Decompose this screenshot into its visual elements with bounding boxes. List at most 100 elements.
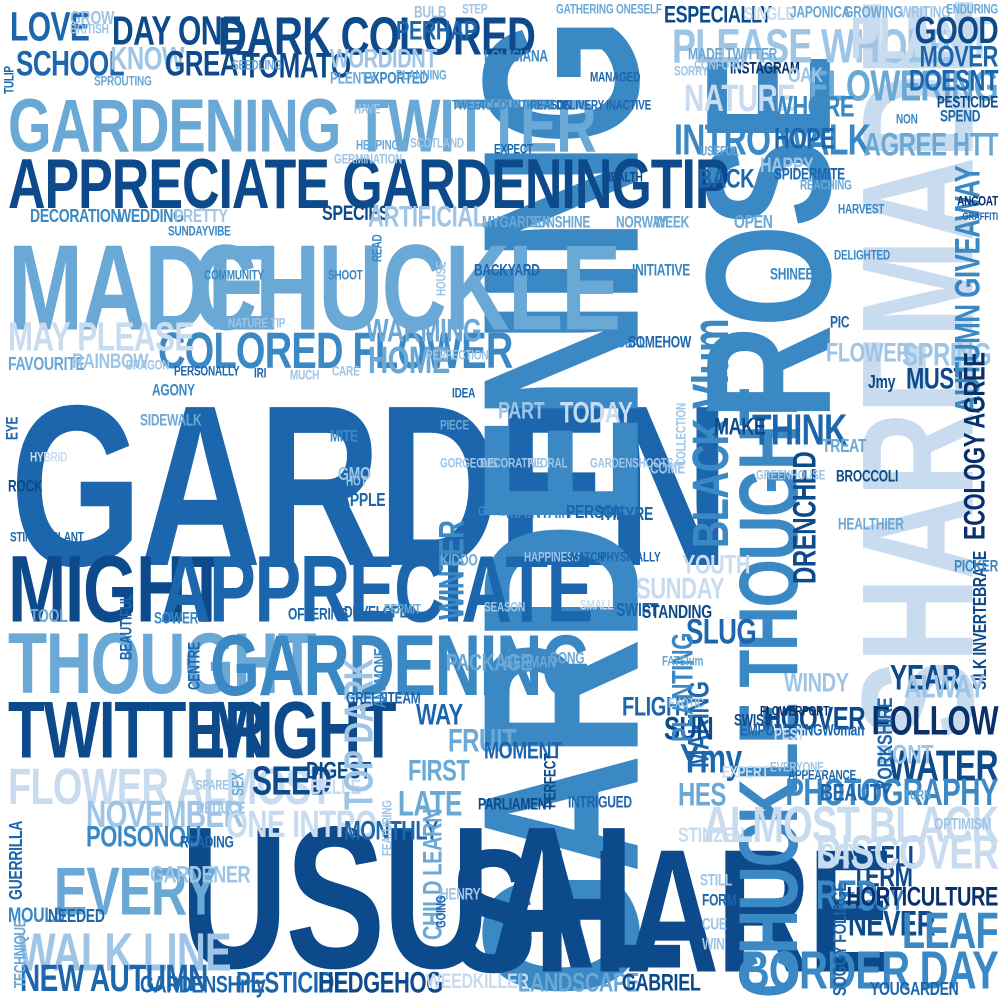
word-dark-colored: DARK COLORED [218, 7, 536, 67]
word-border-day: BORDER DAY [740, 941, 999, 1000]
word-pic: PIC [830, 312, 850, 332]
word-home: HOME [368, 339, 450, 382]
word-stinzen: STINZEN [678, 824, 745, 848]
word-yougarden: YOUGARDEN [870, 977, 959, 1000]
word-decoration: DECORATION [30, 204, 121, 227]
word-bulb: BULB [414, 2, 447, 22]
word-kiddo: KIDDO [440, 550, 478, 570]
word-henry: HENRY [440, 884, 481, 904]
word-leaf: LEAF [901, 903, 999, 960]
word-song: SONG [550, 648, 585, 668]
word-perfection: PERFECTION [426, 348, 489, 364]
word-discover: DISCOVER [815, 823, 999, 880]
word-sunday: SUNDAY [636, 571, 725, 606]
word-seed: SEED [252, 759, 332, 804]
word-intro-walk: INTRO WALK [674, 115, 871, 164]
word-appreciate-gardeningtip: APPRECIATE GARDENINGTIP [8, 145, 730, 225]
word-every: EVERY [54, 853, 218, 930]
word-gardenshoots: GARDENSHOOTS [590, 456, 674, 472]
word-windy: WINDY [784, 668, 849, 699]
word-rock: ROCK [8, 476, 43, 496]
word-decorative: DECORATIVE [480, 456, 543, 472]
word-oak: OAK [788, 64, 823, 88]
word-beautiful: BEAUTIFUL [116, 594, 136, 660]
word-today: TODAY [560, 395, 633, 430]
word-spare: SPARE [196, 778, 229, 794]
word-way: WAY [416, 697, 463, 732]
word-technique: TECHNIQUE [10, 919, 30, 988]
word-gardenshmy: GARDENSHmy [140, 970, 266, 998]
word-floral: FLORAL [528, 456, 568, 472]
word-instagram: INSTAGRAM [730, 58, 800, 78]
word-match: MATCH [570, 550, 605, 566]
word-maintain: MAINTAIN [506, 500, 572, 523]
word-gardening-twitter: GARDENING TWITTER [8, 82, 597, 168]
word-soggy-foliage: SOGGY FOLIAGE [828, 882, 851, 996]
word-hes: HES [678, 777, 726, 814]
word-plant: PLANT [850, 5, 993, 73]
word-centre: CENTRE [184, 642, 204, 690]
word-shoot: SHOOT [328, 268, 363, 284]
word-whore: WHORE [772, 89, 855, 124]
word-think: THINK [752, 405, 847, 454]
word-agony: AGONY [152, 380, 195, 400]
word-hope: HOPE [774, 121, 835, 156]
word-tomato: TOMATO [244, 45, 351, 86]
word-intrigued: INTRIGUED [568, 792, 632, 812]
word-planting: PLANTING [665, 633, 700, 742]
word-planning: PLANNING [396, 68, 447, 84]
word-japonica: JAPONICA [790, 2, 851, 22]
word-flight: FLIGHT [622, 692, 692, 723]
word-inactive: INACTIVE [606, 98, 652, 114]
word-harvest: HARVEST [838, 202, 885, 218]
word-grow: GROW [70, 6, 114, 29]
word-useful: USEFUL [700, 144, 739, 160]
word-usual: USUAL [180, 783, 685, 1000]
word-great: GREAT [165, 43, 252, 84]
word-plenty: PLENTY [330, 68, 376, 88]
word-flowerport: FLOWERPORT [760, 704, 830, 720]
word-louisiana: LOUISIANA [484, 46, 548, 66]
word-digest: DIGEST [306, 756, 371, 784]
word-backyard: BACKYARD [474, 260, 540, 280]
word-made: MADE [8, 221, 268, 357]
word-mould: MOULD [8, 904, 66, 928]
word-sorry: SORRY [674, 64, 709, 80]
word-accounthere: ACCOUNTHERE [478, 98, 554, 114]
word-youth: YOUTH [682, 550, 751, 581]
word-mite: MITE [330, 426, 358, 446]
word-dont: DONT [878, 740, 934, 771]
word-managed: MANAGED [590, 70, 641, 86]
word-delighted: DELIGHTED [834, 248, 890, 264]
word-appreciate: APPRECIATE [160, 536, 593, 642]
word-good: GOOD [914, 9, 999, 52]
word-jmy: Jmy [868, 370, 896, 393]
word-tweet: TWEET [452, 98, 486, 114]
word-fatsium: FATSIum [662, 654, 704, 670]
word-stinzenplant: STINZENPLANT [10, 530, 84, 546]
word-featuring: FEATURING [380, 800, 396, 856]
word-alway: ALWAY [904, 669, 985, 706]
word-made-twitter: MADE TWITTER [688, 44, 778, 64]
word-package: PACKAGE [446, 648, 533, 676]
word-guerrilla: GUERRILLA [4, 820, 27, 900]
word-global: GLOBAL [604, 336, 646, 352]
word-hybrid: HYBRID [30, 450, 68, 466]
word-tulip: TULIP [2, 66, 18, 94]
word-open: OPEN [734, 210, 773, 233]
word-red: RED [816, 873, 878, 918]
word-delivery: DELIVERY [556, 98, 605, 114]
word-hoover: HOOVER [764, 701, 866, 738]
word-slug: SLUG [686, 611, 757, 652]
word-sundayvibe: SUNDAYVIBE [168, 224, 231, 240]
word-may-please: MAY PLEASE [8, 315, 194, 360]
word-anemone: ANEMONE [370, 648, 390, 708]
word-standing: STANDING [642, 600, 712, 623]
word-monthly: MONTHLY [344, 816, 439, 847]
word-swift: SWIFT [616, 598, 659, 621]
word-cue: CUE [702, 914, 727, 934]
word-love: LOVE [10, 5, 90, 50]
word-say: SAY [820, 837, 862, 872]
word-idea: IDEA [452, 386, 476, 402]
word-everyone: EVERYONE [770, 760, 824, 776]
